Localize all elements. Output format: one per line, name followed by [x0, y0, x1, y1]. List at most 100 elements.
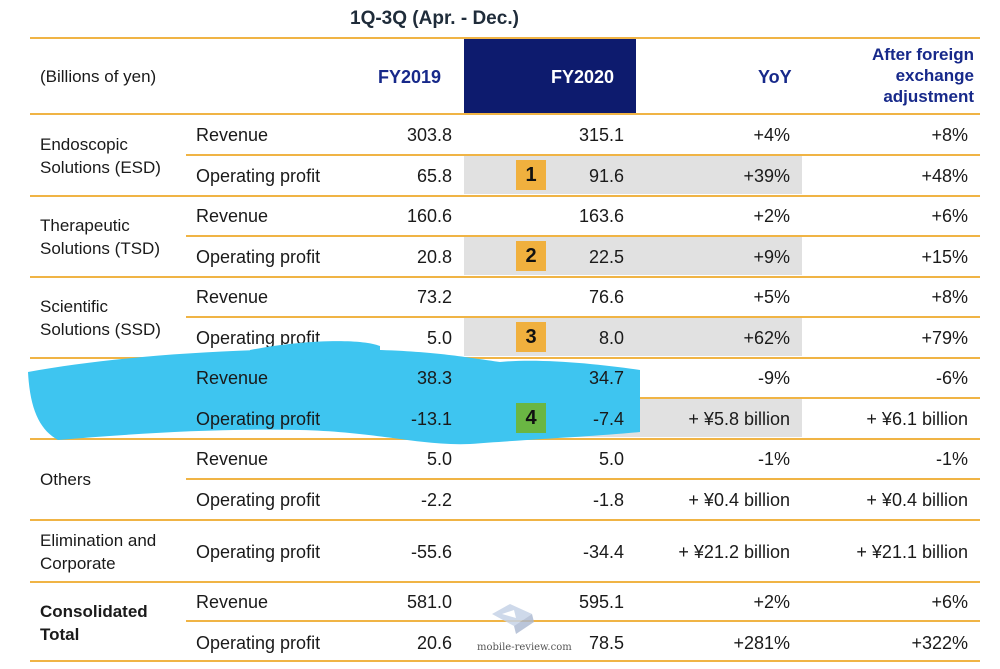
- value-yoy: + ¥0.4 billion: [688, 490, 790, 510]
- fx-header-line3: adjustment: [883, 87, 974, 106]
- value-yoy: + ¥21.2 billion: [678, 542, 790, 562]
- segment-imd-line1: Imaging (IMD): [40, 389, 148, 408]
- top-rule: [30, 37, 980, 39]
- highlight-ssd-op-yoy: [636, 318, 802, 356]
- value-fy2020: 8.0: [598, 328, 624, 348]
- col-header-fy2019: FY2019: [378, 67, 442, 87]
- value-fy2019: 38.3: [416, 368, 452, 388]
- metric-label: Revenue: [196, 592, 269, 612]
- metric-label: Operating profit: [196, 409, 321, 429]
- section-rule: [30, 195, 980, 197]
- value-fy2019: -13.1: [410, 409, 452, 429]
- value-fx-adjusted: +322%: [911, 633, 968, 653]
- segment-tsd-line1: Therapeutic: [40, 216, 130, 235]
- segment-esd: Endoscopic Solutions (ESD): [40, 133, 161, 179]
- section-rule: [30, 581, 980, 583]
- period-title: 1Q-3Q (Apr. - Dec.): [350, 8, 519, 29]
- units-label: (Billions of yen): [40, 67, 157, 86]
- segment-others: Others: [40, 468, 91, 491]
- badge-2: 2: [516, 241, 546, 271]
- badge-4: 4: [516, 403, 546, 433]
- bottom-rule: [30, 660, 980, 662]
- value-fy2020: 163.6: [578, 206, 624, 226]
- segment-ssd: Scientific Solutions (SSD): [40, 295, 161, 341]
- metric-label: Revenue: [196, 206, 269, 226]
- value-fx-adjusted: +6%: [931, 206, 968, 226]
- section-rule: [30, 276, 980, 278]
- value-fy2020: 595.1: [578, 592, 624, 612]
- metric-label: Operating profit: [196, 328, 321, 348]
- badge-3: 3: [516, 322, 546, 352]
- segment-total-line2: Total: [40, 625, 80, 644]
- badge-1: 1: [516, 160, 546, 190]
- value-yoy: +2%: [753, 592, 790, 612]
- value-yoy: +281%: [733, 633, 790, 653]
- watermark-logo-icon: [492, 604, 534, 634]
- value-fy2020: -1.8: [592, 490, 624, 510]
- value-fy2020: -7.4: [592, 409, 624, 429]
- segment-esd-line1: Endoscopic: [40, 135, 128, 154]
- section-rule: [30, 357, 980, 359]
- highlight-tsd-op: [464, 237, 636, 275]
- value-yoy: -1%: [757, 449, 790, 469]
- segment-imd: Imaging (IMD): [40, 387, 148, 410]
- value-fx-adjusted: -1%: [935, 449, 968, 469]
- value-yoy: -9%: [757, 368, 790, 388]
- value-fy2019: 5.0: [426, 449, 452, 469]
- fx-header-line2: exchange: [895, 66, 974, 85]
- row-rule: [186, 620, 980, 622]
- value-fx-adjusted: +15%: [921, 247, 968, 267]
- value-fx-adjusted: -6%: [935, 368, 968, 388]
- value-fy2020: 315.1: [578, 125, 624, 145]
- segment-others-line1: Others: [40, 470, 92, 489]
- segment-elimination: Elimination and Corporate: [40, 529, 156, 575]
- segment-total-line1: Consolidated: [40, 602, 148, 621]
- segment-tsd: Therapeutic Solutions (TSD): [40, 214, 160, 260]
- metric-label: Operating profit: [196, 542, 321, 562]
- value-fy2019: 20.8: [416, 247, 452, 267]
- header-bottom-rule: [30, 113, 980, 115]
- value-fy2020: 34.7: [588, 368, 624, 388]
- segment-consolidated-total: Consolidated Total: [40, 600, 148, 646]
- value-fy2019: -55.6: [410, 542, 452, 562]
- row-rule: [186, 478, 980, 480]
- value-fx-adjusted: +79%: [921, 328, 968, 348]
- value-yoy: +9%: [753, 247, 790, 267]
- segment-elim-line1: Elimination and: [40, 531, 157, 550]
- segment-esd-line2: Solutions (ESD): [40, 158, 161, 177]
- metric-label: Revenue: [196, 287, 269, 307]
- value-fy2019: 65.8: [416, 166, 452, 186]
- fx-header-line1: After foreign: [872, 45, 974, 64]
- metric-label: Revenue: [196, 368, 269, 388]
- fy2020-header-fill: [464, 38, 636, 113]
- value-fx-adjusted: +8%: [931, 287, 968, 307]
- value-fy2020: -34.4: [582, 542, 624, 562]
- value-fy2020: 78.5: [588, 633, 624, 653]
- value-yoy: +62%: [743, 328, 790, 348]
- metric-label: Operating profit: [196, 490, 321, 510]
- value-fy2020: 91.6: [588, 166, 624, 186]
- value-fy2019: -2.2: [420, 490, 452, 510]
- highlight-tsd-op-yoy: [636, 237, 802, 275]
- row-rule: [186, 397, 980, 399]
- highlight-imd-op-yoy: [636, 399, 802, 437]
- value-yoy: +4%: [753, 125, 790, 145]
- value-fy2019: 303.8: [406, 125, 452, 145]
- value-fy2019: 581.0: [406, 592, 452, 612]
- segment-tsd-line2: Solutions (TSD): [40, 239, 160, 258]
- segment-elim-line2: Corporate: [40, 554, 116, 573]
- value-fy2019: 160.6: [406, 206, 452, 226]
- col-header-yoy: YoY: [758, 67, 792, 87]
- value-fy2019: 73.2: [416, 287, 452, 307]
- section-rule: [30, 519, 980, 521]
- value-fx-adjusted: +8%: [931, 125, 968, 145]
- value-fx-adjusted: +6%: [931, 592, 968, 612]
- value-fx-adjusted: + ¥0.4 billion: [866, 490, 968, 510]
- watermark-text: mobile-review.com: [477, 642, 572, 653]
- value-yoy: +2%: [753, 206, 790, 226]
- metric-label: Operating profit: [196, 166, 321, 186]
- highlight-esd-op-yoy: [636, 156, 802, 194]
- value-fy2020: 76.6: [588, 287, 624, 307]
- row-rule: [186, 316, 980, 318]
- value-yoy: +5%: [753, 287, 790, 307]
